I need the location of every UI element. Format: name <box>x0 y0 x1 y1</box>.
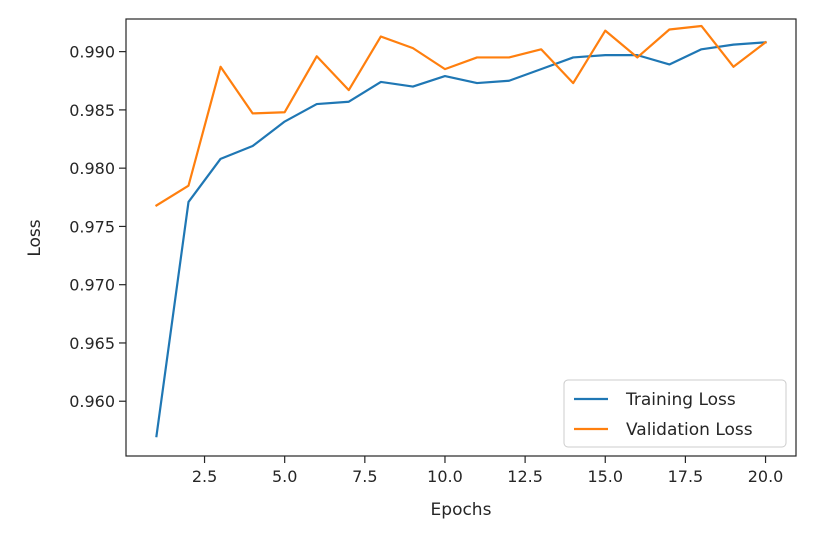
x-tick-label: 10.0 <box>427 467 463 486</box>
x-tick-label: 12.5 <box>507 467 543 486</box>
y-tick-label: 0.965 <box>69 334 115 353</box>
y-tick-label: 0.990 <box>69 43 115 62</box>
x-axis: 2.5 5.0 7.5 10.0 12.5 15.0 17.5 20.0 <box>192 456 784 486</box>
legend: Training Loss Validation Loss <box>563 379 787 448</box>
validation-loss-line <box>154 24 768 207</box>
y-axis: 0.960 0.965 0.970 0.975 0.980 0.985 0.990 <box>69 43 126 411</box>
legend-box <box>563 379 787 448</box>
x-tick-label: 5.0 <box>272 467 297 486</box>
series-layer <box>154 24 768 438</box>
x-tick-label: 17.5 <box>668 467 704 486</box>
y-axis-label: Loss <box>25 219 45 256</box>
x-tick-label: 20.0 <box>748 467 784 486</box>
y-tick-label: 0.960 <box>69 392 115 411</box>
x-tick-label: 7.5 <box>352 467 377 486</box>
y-tick-label: 0.980 <box>69 159 115 178</box>
y-tick-label: 0.975 <box>69 217 115 236</box>
validation-loss-legend-label: Validation Loss <box>626 420 753 440</box>
x-tick-label: 2.5 <box>192 467 217 486</box>
x-axis-label: Epochs <box>431 500 492 520</box>
y-tick-label: 0.985 <box>69 101 115 120</box>
training-loss-legend-label: Training Loss <box>625 390 736 410</box>
y-tick-label: 0.970 <box>69 276 115 295</box>
x-tick-label: 15.0 <box>587 467 623 486</box>
training-loss-line <box>155 41 767 438</box>
plot-frame <box>125 18 797 457</box>
